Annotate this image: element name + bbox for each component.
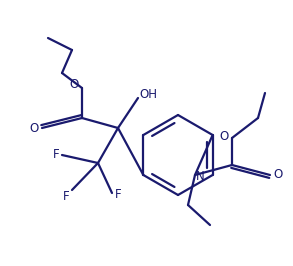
Text: O: O (29, 122, 39, 135)
Text: F: F (115, 189, 121, 202)
Text: F: F (53, 148, 59, 161)
Text: O: O (273, 168, 283, 181)
Text: O: O (69, 78, 79, 92)
Text: O: O (219, 130, 229, 143)
Text: OH: OH (139, 89, 157, 102)
Text: N: N (196, 171, 205, 184)
Text: F: F (63, 189, 69, 202)
